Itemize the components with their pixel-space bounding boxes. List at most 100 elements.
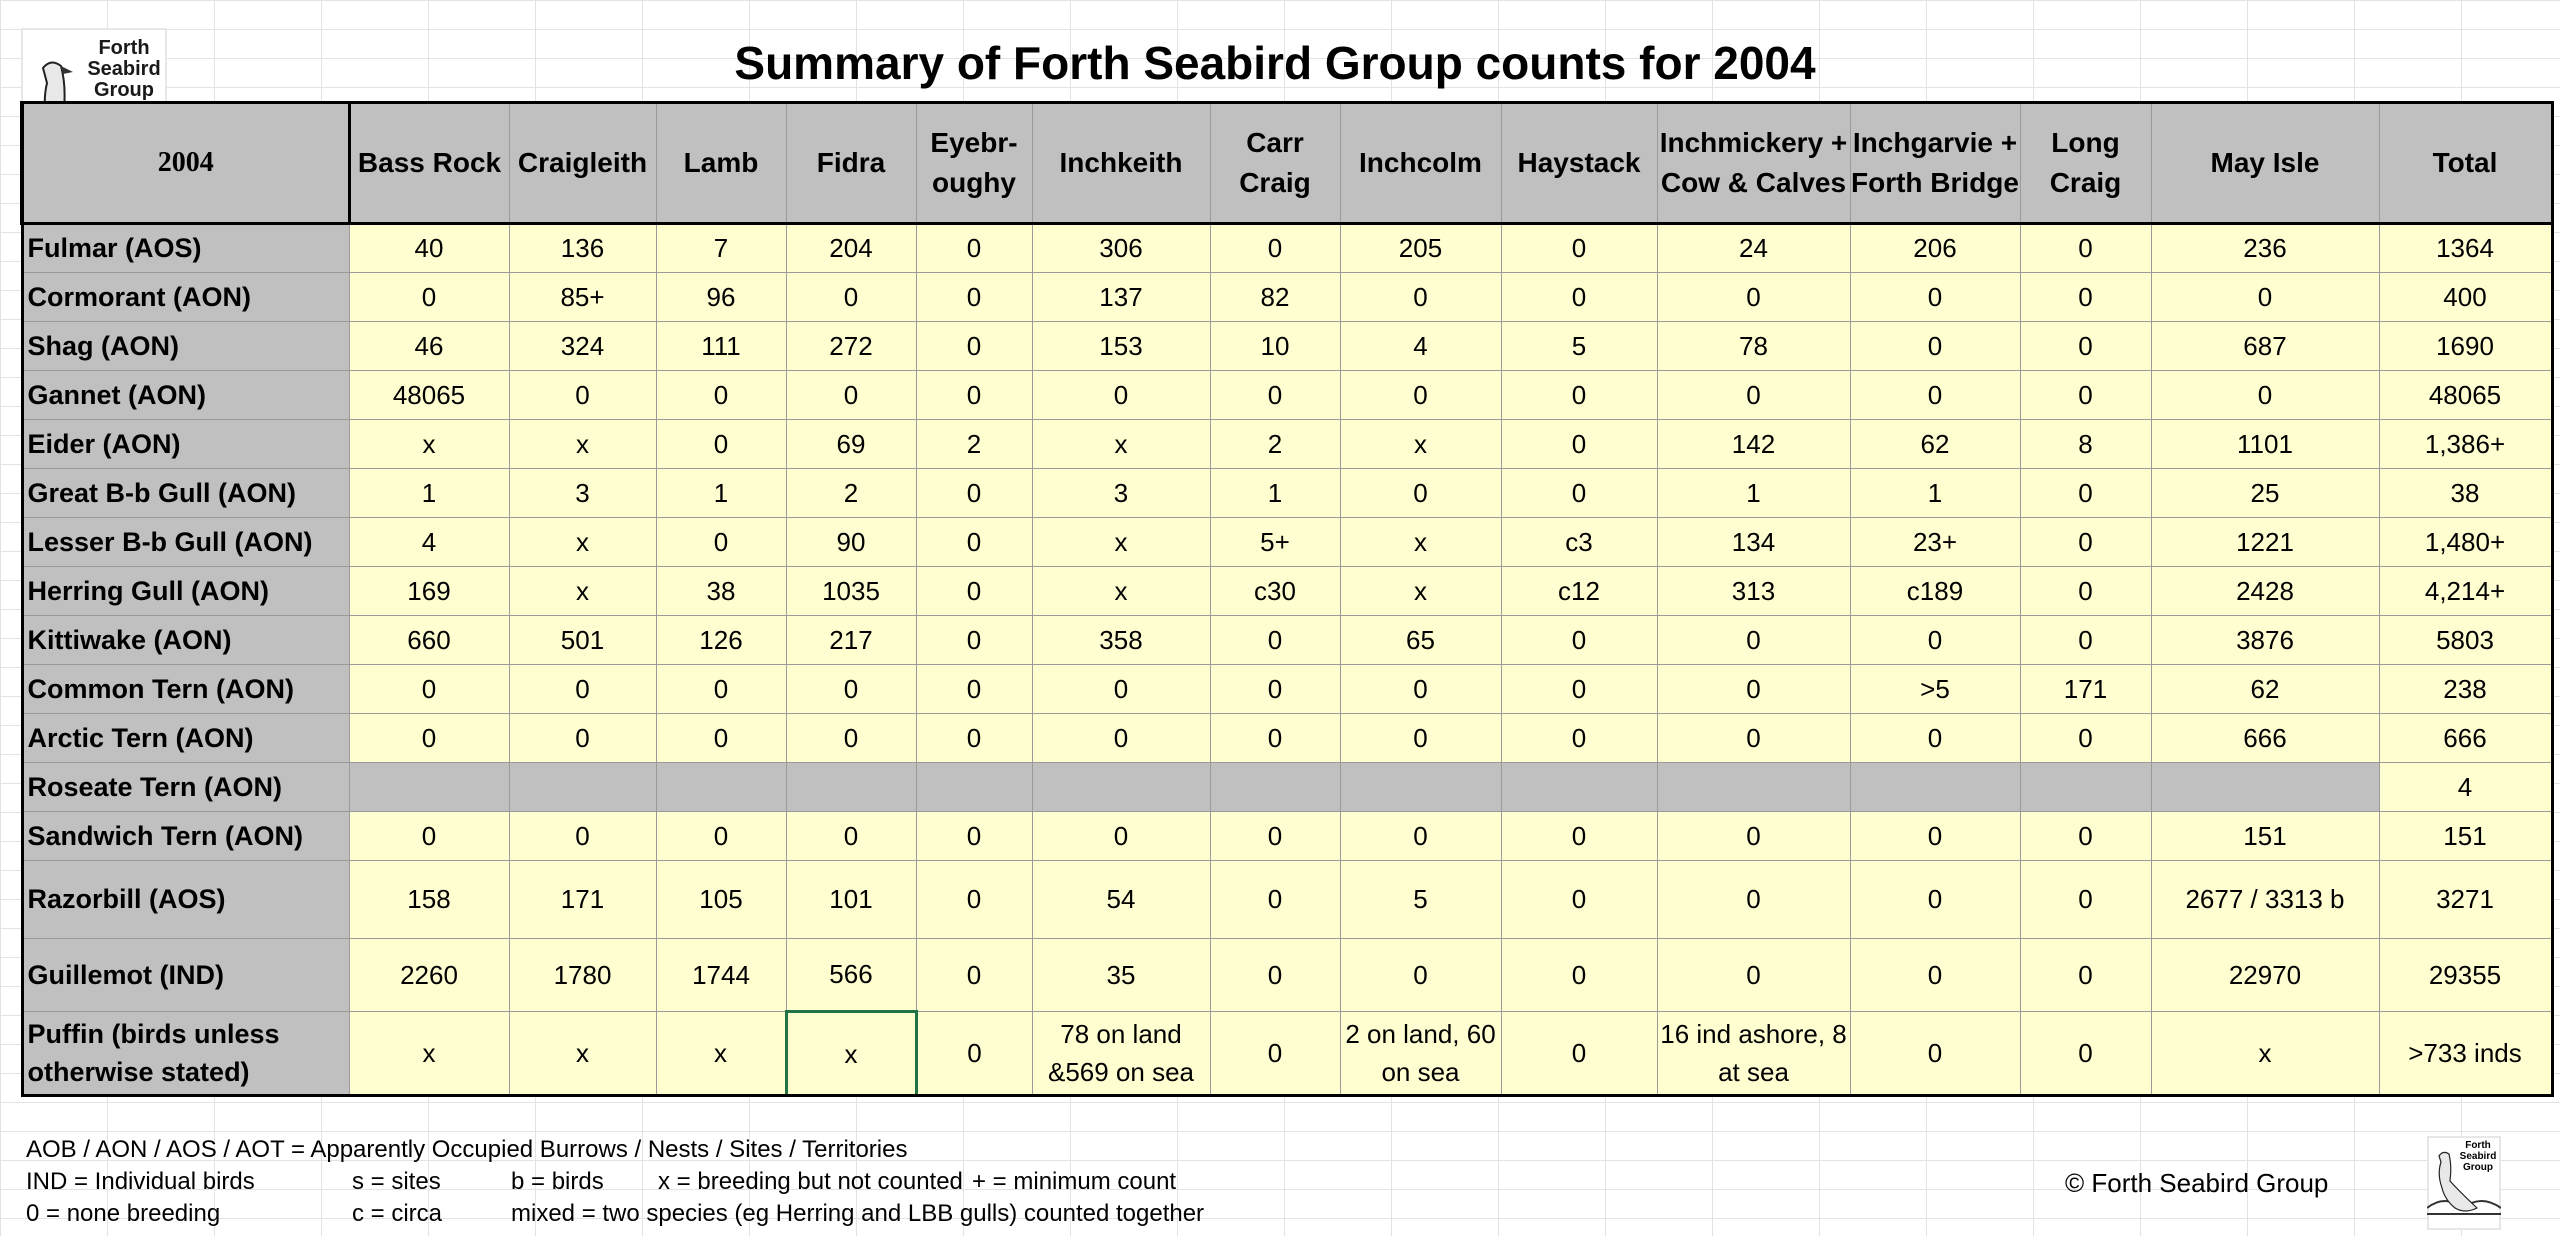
count-cell[interactable]: 151 <box>2378 811 2554 861</box>
count-cell[interactable]: 1 <box>655 468 787 518</box>
count-cell[interactable]: 1221 <box>2150 517 2380 567</box>
count-cell[interactable]: 169 <box>348 566 510 616</box>
count-cell[interactable]: 85+ <box>508 272 657 322</box>
count-cell[interactable]: 0 <box>2019 860 2152 939</box>
count-cell[interactable]: 0 <box>1209 860 1341 939</box>
count-cell[interactable]: 1364 <box>2378 223 2554 273</box>
count-cell[interactable]: 0 <box>1031 370 1211 420</box>
count-cell[interactable]: 0 <box>915 664 1033 714</box>
count-cell[interactable]: 0 <box>1500 664 1658 714</box>
count-cell[interactable]: 0 <box>655 370 787 420</box>
count-cell[interactable]: 0 <box>508 664 657 714</box>
count-cell[interactable]: 0 <box>1500 272 1658 322</box>
count-cell[interactable]: 0 <box>655 664 787 714</box>
count-cell[interactable]: 171 <box>508 860 657 939</box>
count-cell[interactable]: 4 <box>348 517 510 567</box>
column-header[interactable]: Fidra <box>785 101 917 225</box>
count-cell[interactable]: 204 <box>785 223 917 273</box>
count-cell[interactable]: 111 <box>655 321 787 371</box>
count-cell[interactable]: 0 <box>1209 938 1341 1012</box>
count-cell[interactable]: 0 <box>1849 321 2021 371</box>
count-cell[interactable]: 0 <box>1209 223 1341 273</box>
count-cell[interactable]: 0 <box>1500 468 1658 518</box>
count-cell[interactable]: 0 <box>2019 1011 2152 1097</box>
count-cell[interactable]: 0 <box>785 713 917 763</box>
count-cell[interactable]: 0 <box>2150 272 2380 322</box>
count-cell[interactable]: 2 <box>1209 419 1341 469</box>
count-cell[interactable]: 0 <box>2019 468 2152 518</box>
count-cell[interactable]: 0 <box>2019 517 2152 567</box>
count-cell[interactable]: 0 <box>1500 860 1658 939</box>
count-cell[interactable] <box>1656 762 1851 812</box>
column-header[interactable]: Carr Craig <box>1209 101 1341 225</box>
count-cell[interactable]: 62 <box>1849 419 2021 469</box>
species-label[interactable]: Razorbill (AOS) <box>20 860 350 939</box>
species-label[interactable]: Roseate Tern (AON) <box>20 762 350 812</box>
count-cell[interactable]: 0 <box>1656 615 1851 665</box>
count-cell[interactable]: 205 <box>1339 223 1502 273</box>
count-cell[interactable]: x <box>1031 419 1211 469</box>
count-cell[interactable]: 0 <box>508 713 657 763</box>
count-cell[interactable]: 0 <box>1031 811 1211 861</box>
count-cell[interactable]: 1 <box>348 468 510 518</box>
count-cell[interactable]: 5803 <box>2378 615 2554 665</box>
count-cell[interactable]: 24 <box>1656 223 1851 273</box>
count-cell[interactable]: 0 <box>655 811 787 861</box>
count-cell[interactable] <box>1209 762 1341 812</box>
count-cell[interactable]: 0 <box>1339 370 1502 420</box>
count-cell[interactable]: 23+ <box>1849 517 2021 567</box>
count-cell[interactable] <box>508 762 657 812</box>
count-cell[interactable]: 0 <box>915 615 1033 665</box>
count-cell[interactable]: 0 <box>1209 615 1341 665</box>
count-cell[interactable]: 0 <box>785 811 917 861</box>
count-cell[interactable]: 272 <box>785 321 917 371</box>
count-cell[interactable] <box>1031 762 1211 812</box>
count-cell[interactable]: 0 <box>1500 615 1658 665</box>
count-cell[interactable]: 0 <box>785 370 917 420</box>
count-cell[interactable]: 3 <box>1031 468 1211 518</box>
count-cell[interactable]: 2677 / 3313 b <box>2150 860 2380 939</box>
count-cell[interactable]: 96 <box>655 272 787 322</box>
count-cell[interactable]: 0 <box>2019 615 2152 665</box>
column-header[interactable]: Bass Rock <box>348 101 510 225</box>
count-cell[interactable]: 0 <box>915 272 1033 322</box>
count-cell[interactable]: 40 <box>348 223 510 273</box>
species-label[interactable]: Great B-b Gull (AON) <box>20 468 350 518</box>
count-cell[interactable]: 0 <box>1849 615 2021 665</box>
count-cell[interactable]: x <box>1031 566 1211 616</box>
count-cell[interactable]: 206 <box>1849 223 2021 273</box>
count-cell[interactable]: 48065 <box>2378 370 2554 420</box>
count-cell[interactable]: 0 <box>1656 370 1851 420</box>
count-cell[interactable]: x <box>508 1011 657 1097</box>
count-cell[interactable]: 236 <box>2150 223 2380 273</box>
count-cell[interactable]: 0 <box>2019 938 2152 1012</box>
count-cell[interactable]: 0 <box>655 713 787 763</box>
column-header[interactable]: Eyebr-oughy <box>915 101 1033 225</box>
column-header[interactable]: May Isle <box>2150 101 2380 225</box>
count-cell[interactable]: 5 <box>1339 860 1502 939</box>
count-cell[interactable]: 0 <box>1656 664 1851 714</box>
count-cell[interactable]: 0 <box>1500 223 1658 273</box>
count-cell[interactable]: 4,214+ <box>2378 566 2554 616</box>
count-cell[interactable]: 8 <box>2019 419 2152 469</box>
count-cell[interactable]: 3876 <box>2150 615 2380 665</box>
count-cell[interactable]: 0 <box>1500 1011 1658 1097</box>
count-cell[interactable]: x <box>655 1011 787 1097</box>
count-cell[interactable]: 0 <box>348 713 510 763</box>
count-cell[interactable]: 0 <box>915 321 1033 371</box>
count-cell[interactable]: x <box>2150 1011 2380 1097</box>
count-cell[interactable]: 101 <box>785 860 917 939</box>
count-cell[interactable] <box>785 762 917 812</box>
count-cell[interactable]: 0 <box>1849 370 2021 420</box>
count-cell[interactable]: 0 <box>2019 370 2152 420</box>
count-cell[interactable]: 1 <box>1656 468 1851 518</box>
count-cell[interactable]: 2 <box>915 419 1033 469</box>
count-cell[interactable]: 142 <box>1656 419 1851 469</box>
count-cell[interactable]: 78 on land &569 on sea <box>1031 1011 1211 1097</box>
count-cell[interactable]: 78 <box>1656 321 1851 371</box>
count-cell[interactable]: x <box>508 566 657 616</box>
year-cell[interactable]: 2004 <box>20 101 351 225</box>
count-cell[interactable]: 62 <box>2150 664 2380 714</box>
count-cell[interactable]: 1,386+ <box>2378 419 2554 469</box>
column-header[interactable]: Haystack <box>1500 101 1658 225</box>
